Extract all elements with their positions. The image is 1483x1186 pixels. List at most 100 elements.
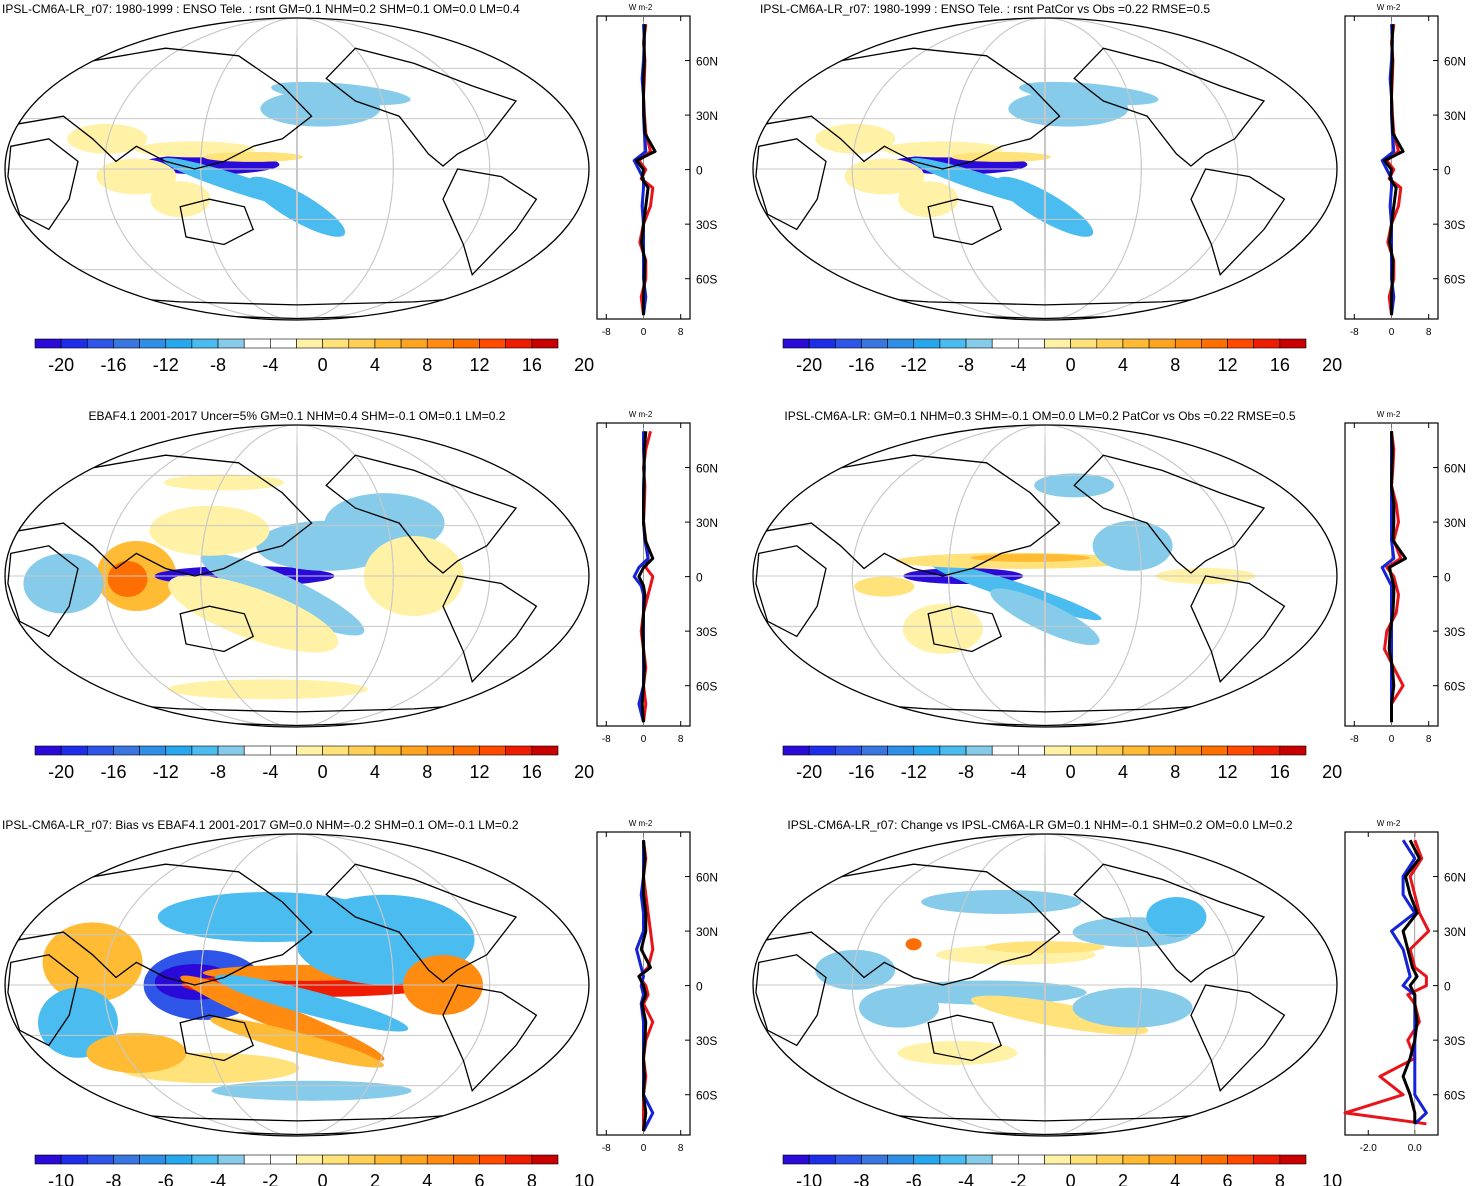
colorbar-tick-label: -8 xyxy=(853,1171,869,1186)
colorbar-swatch xyxy=(1174,338,1202,349)
coastline xyxy=(927,605,1003,653)
colorbar-swatch xyxy=(861,1154,888,1165)
graticule xyxy=(5,18,589,320)
profile-series-line xyxy=(1383,24,1405,316)
panel-title: EBAF4.1 2001-2017 Uncer=5% GM=0.1 NHM=0.… xyxy=(89,409,506,423)
colorbar-tick-label: 0 xyxy=(1066,355,1076,375)
zonal-profile: W m-2 60N 30N 0 30S 60S -8 0 8 xyxy=(596,819,718,1154)
colorbar-tick-label: -4 xyxy=(210,1171,226,1186)
colorbar-tick-label: 16 xyxy=(522,762,542,782)
field-patch xyxy=(203,151,304,162)
colorbar-tick-label: -6 xyxy=(158,1171,174,1186)
colorbar-swatch xyxy=(34,745,62,756)
profile-xtick-label: 0 xyxy=(641,1143,647,1154)
profile-ytick-label: 60N xyxy=(1444,55,1466,69)
field-patch xyxy=(157,892,378,943)
colorbar-tick-label: -8 xyxy=(210,355,226,375)
colorbar-tick-label: -20 xyxy=(48,355,74,375)
profile-xtick-label: -8 xyxy=(602,1143,611,1154)
profile-series-line xyxy=(635,24,657,316)
colorbar-tick-label: 4 xyxy=(370,762,380,782)
colorbar-swatch xyxy=(165,1154,193,1165)
colorbar-swatch xyxy=(1070,745,1098,756)
colorbar-tick-label: -4 xyxy=(958,1171,974,1186)
profile-ytick-label: 30N xyxy=(1444,925,1466,939)
field-patch xyxy=(898,181,959,218)
colorbar-swatch xyxy=(531,1154,559,1165)
units-label: W m-2 xyxy=(629,819,653,828)
zonal-profile: W m-2 60N 30N 0 30S 60S -8 0 8 xyxy=(596,410,718,745)
colorbar-swatch xyxy=(887,1154,915,1165)
profile-xtick-label: 0 xyxy=(641,327,647,338)
colorbar-swatch xyxy=(113,745,140,756)
colorbar-tick-label: 8 xyxy=(422,355,432,375)
colorbar-swatch xyxy=(400,338,428,349)
colorbar-swatch xyxy=(861,745,888,756)
colorbar-swatch xyxy=(426,338,454,349)
panel-title: IPSL-CM6A-LR_r07: Change vs IPSL-CM6A-LR… xyxy=(787,818,1293,832)
field-patch xyxy=(921,889,1082,914)
colorbar-tick-label: -20 xyxy=(796,355,822,375)
colorbar-swatch xyxy=(1122,338,1150,349)
colorbar-swatch xyxy=(531,745,559,756)
colorbar-swatch xyxy=(939,745,967,756)
colorbar-swatch xyxy=(34,338,62,349)
profile-xtick-label: 8 xyxy=(678,327,684,338)
panel-title: IPSL-CM6A-LR: GM=0.1 NHM=0.3 SHM=-0.1 OM… xyxy=(784,409,1296,423)
profile-xtick-label: -2.0 xyxy=(1360,1143,1378,1154)
field-patch xyxy=(886,980,1087,1005)
profile-ytick-label: 30N xyxy=(1444,516,1466,530)
colorbar-swatch xyxy=(834,1154,862,1165)
colorbar-tick-label: 4 xyxy=(1170,1171,1180,1186)
colorbar-tick-label: 4 xyxy=(1118,355,1128,375)
profile-ytick-label: 0 xyxy=(1444,164,1451,178)
colorbar-swatch xyxy=(426,745,454,756)
panel-p3: EBAF4.1 2001-2017 Uncer=5% GM=0.1 NHM=0.… xyxy=(4,409,718,782)
colorbar-swatch xyxy=(113,338,140,349)
map-border xyxy=(752,424,1338,728)
colorbar-tick-label: -16 xyxy=(848,355,874,375)
colorbar-swatch xyxy=(991,1154,1019,1165)
colorbar-swatch xyxy=(834,745,862,756)
meridian-line xyxy=(296,834,298,1136)
profile-series-line xyxy=(1387,431,1407,723)
coastline xyxy=(1190,168,1286,276)
field-patch xyxy=(897,1040,1018,1065)
zonal-profile: W m-2 60N 30N 0 30S 60S -2.0 0.0 xyxy=(1343,819,1466,1154)
profile-xtick-label: 8 xyxy=(1426,734,1432,745)
colorbar-swatch xyxy=(60,338,88,349)
colorbar-tick-label: -4 xyxy=(262,355,278,375)
colorbar-tick-label: -12 xyxy=(153,355,179,375)
colorbar-swatch xyxy=(87,745,114,756)
meridian-line xyxy=(200,425,394,727)
field-patch xyxy=(150,181,211,218)
colorbar-swatch xyxy=(1253,745,1281,756)
colorbar-swatch xyxy=(270,338,297,349)
coastline xyxy=(755,954,827,1047)
colorbar-tick-label: 0 xyxy=(318,355,328,375)
profile-ytick-label: 0 xyxy=(1444,980,1451,994)
profile-ytick-label: 30N xyxy=(696,516,718,530)
colorbar-tick-label: 6 xyxy=(475,1171,485,1186)
coastline xyxy=(766,454,1061,577)
colorbar-swatch xyxy=(60,745,88,756)
colorbar-swatch xyxy=(782,338,810,349)
units-label: W m-2 xyxy=(1377,410,1401,419)
coastline xyxy=(179,1014,255,1062)
colorbar-swatch xyxy=(1044,1154,1071,1165)
profile-series-line xyxy=(1390,839,1428,1125)
profile-ytick-label: 0 xyxy=(1444,571,1451,585)
colorbar-swatch xyxy=(1044,745,1071,756)
zonal-profile: W m-2 60N 30N 0 30S 60S -8 0 8 xyxy=(1344,410,1466,745)
coastline xyxy=(755,138,827,231)
colorbar-tick-label: 12 xyxy=(1218,762,1238,782)
profile-ytick-label: 60N xyxy=(696,55,718,69)
colorbar-swatch xyxy=(426,1154,454,1165)
field-patch xyxy=(23,553,104,614)
panel-title: IPSL-CM6A-LR_r07: 1980-1999 : ENSO Tele.… xyxy=(760,2,1210,16)
colorbar-swatch xyxy=(165,338,193,349)
colorbar-tick-label: 20 xyxy=(1322,355,1342,375)
profile-xtick-label: 8 xyxy=(678,734,684,745)
field-patch xyxy=(1146,897,1207,938)
coastline xyxy=(442,168,538,276)
